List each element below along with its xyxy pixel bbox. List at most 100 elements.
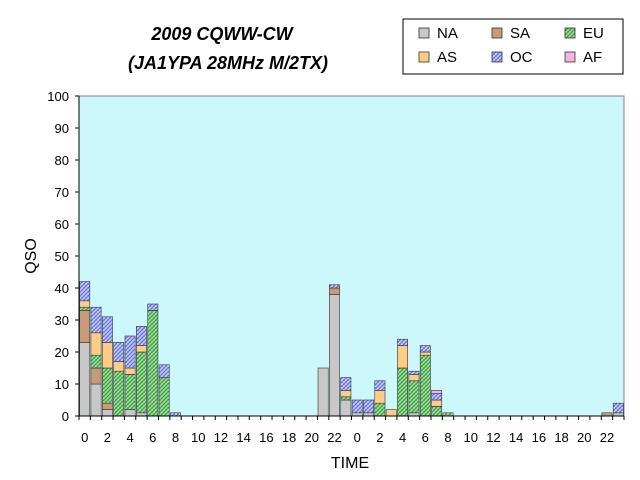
bar-segment-as-26: [374, 390, 386, 404]
y-tick-label-40: 40: [55, 281, 69, 296]
y-tick-label-60: 60: [55, 217, 69, 232]
x-tick-label-17: 10: [463, 430, 477, 445]
plot-area: [78, 95, 625, 417]
legend: NA SA EU AS OC AF: [402, 18, 624, 75]
bar-segment-na-22: [329, 294, 340, 417]
x-tick-label-5: 10: [191, 430, 205, 445]
x-tick-label-3: 6: [149, 430, 156, 445]
legend-label-sa: SA: [510, 25, 530, 42]
legend-label-na: NA: [437, 25, 458, 42]
bar-segment-oc-28: [397, 338, 409, 346]
y-tick-label-0: 0: [62, 409, 69, 424]
y-tick-label-70: 70: [55, 185, 69, 200]
chart-title-line-2: (JA1YPA 28MHz M/2TX): [128, 53, 328, 73]
x-tick-label-1: 2: [104, 430, 111, 445]
bar-segment-oc-1: [90, 306, 102, 334]
x-tick-label-9: 18: [282, 430, 296, 445]
legend-swatch-oc: [491, 51, 503, 63]
x-tick-label-15: 6: [422, 430, 429, 445]
x-tick-label-18: 12: [486, 430, 500, 445]
bar-segment-eu-1: [90, 354, 102, 369]
y-tick-label-20: 20: [55, 345, 69, 360]
y-axis-label: QSO: [23, 238, 40, 274]
bar-segment-as-27: [385, 409, 397, 417]
x-tick-label-21: 18: [554, 430, 568, 445]
y-tick-label-10: 10: [55, 377, 69, 392]
x-tick-label-16: 8: [444, 430, 451, 445]
bar-segment-as-2: [101, 342, 113, 369]
x-tick-label-6: 12: [214, 430, 228, 445]
y-tick-label-90: 90: [55, 121, 69, 136]
bar-segment-eu-26: [374, 402, 386, 417]
legend-label-oc: OC: [510, 49, 533, 66]
x-tick-label-0: 0: [81, 430, 88, 445]
bar-segment-sa-0: [79, 310, 91, 343]
x-axis: 0 2 4 6 8 10 12 14 16 18 20 22 0 2 4 6 8 10 12 14 16 18 20 22: [78, 415, 625, 445]
bar-segment-eu-0: [79, 306, 91, 311]
bar-segment-oc-5: [136, 326, 147, 346]
y-tick-label-50: 50: [55, 249, 69, 264]
bar-segment-na-1: [90, 383, 102, 417]
bar-segment-as-23: [340, 390, 352, 398]
x-tick-label-4: 8: [172, 430, 179, 445]
x-tick-label-2: 4: [126, 430, 133, 445]
bar-segment-oc-6: [147, 303, 159, 311]
legend-label-as: AS: [437, 49, 457, 66]
x-tick-label-7: 14: [236, 430, 250, 445]
bars-layer: [79, 281, 624, 417]
bar-segment-oc-22: [329, 284, 340, 289]
x-tick-label-12: 0: [354, 430, 361, 445]
bar-segment-as-4: [124, 367, 136, 375]
bar-segment-sa-1: [90, 367, 102, 385]
bar-segment-eu-4: [124, 374, 136, 410]
bar-segment-eu-30: [419, 354, 431, 417]
legend-swatch-na: [418, 27, 430, 39]
y-tick-label-80: 80: [55, 153, 69, 168]
bar-segment-oc-29: [408, 370, 420, 375]
bar-segment-oc-24: [351, 399, 363, 414]
bar-segment-sa-22: [329, 287, 340, 295]
x-tick-label-22: 20: [577, 430, 591, 445]
bar-segment-eu-31: [431, 406, 443, 417]
x-tick-label-8: 16: [259, 430, 273, 445]
bar-segment-as-29: [408, 374, 420, 382]
bar-segment-oc-3: [113, 342, 125, 362]
bar-segment-na-4: [124, 409, 136, 417]
x-tick-label-20: 16: [532, 430, 546, 445]
y-axis: 0 10 20 30 40 50 60 70 80 90 100: [47, 89, 80, 424]
x-tick-label-11: 22: [327, 430, 341, 445]
bar-segment-as-3: [113, 361, 125, 372]
bar-segment-eu-7: [158, 377, 170, 417]
bar-segment-eu-23: [340, 396, 352, 401]
bar-segment-oc-47: [612, 402, 624, 414]
bar-segment-oc-26: [374, 380, 386, 391]
bar-segment-as-28: [397, 345, 409, 369]
bar-segment-eu-5: [136, 351, 147, 414]
bar-segment-as-0: [79, 300, 91, 308]
legend-swatch-af: [564, 51, 576, 63]
bar-segment-as-5: [136, 345, 147, 353]
legend-swatch-eu: [564, 27, 576, 39]
bar-segment-na-2: [101, 409, 113, 417]
bar-segment-oc-2: [101, 316, 113, 343]
bar-segment-oc-0: [79, 281, 91, 302]
x-tick-label-19: 14: [509, 430, 523, 445]
bar-segment-oc-4: [124, 335, 136, 369]
legend-label-af: AF: [583, 49, 602, 66]
x-tick-label-23: 22: [600, 430, 614, 445]
bar-segment-oc-31: [431, 393, 443, 401]
bar-segment-oc-7: [158, 364, 170, 378]
bar-segment-as-1: [90, 332, 102, 356]
legend-box: [402, 18, 624, 75]
bar-segment-af-31: [431, 390, 443, 394]
x-tick-label-10: 20: [305, 430, 319, 445]
bar-segment-na-21: [317, 367, 329, 417]
bar-segment-na-23: [340, 399, 352, 417]
bar-segment-eu-2: [101, 367, 113, 404]
legend-label-eu: EU: [583, 25, 604, 42]
bar-segment-eu-3: [113, 370, 125, 417]
bar-segment-eu-28: [397, 367, 409, 417]
bar-segment-as-31: [431, 399, 443, 407]
chart-title-line-1: 2009 CQWW-CW: [150, 24, 294, 44]
